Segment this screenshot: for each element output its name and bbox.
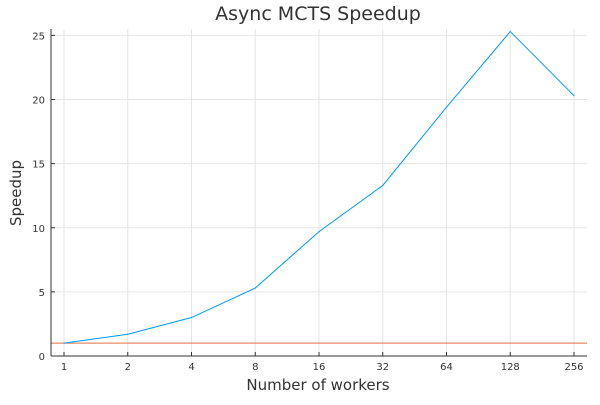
data-point <box>445 106 448 108</box>
x-tick-label: 16 <box>313 362 326 373</box>
data-point <box>573 95 575 97</box>
y-tick-label: 20 <box>32 96 45 107</box>
data-point <box>254 287 256 289</box>
x-tick-label: 1 <box>61 362 67 373</box>
data-point <box>382 184 384 187</box>
x-tick-label: 128 <box>501 362 520 373</box>
x-tick-label: 256 <box>564 362 583 373</box>
data-point <box>63 342 65 344</box>
x-tick-label: 2 <box>125 362 131 373</box>
grid <box>51 29 587 357</box>
data-point <box>127 333 129 335</box>
x-tick-label: 64 <box>440 362 453 373</box>
y-tick-label: 0 <box>39 352 45 363</box>
data-point <box>190 316 193 319</box>
y-axis-label: Speedup <box>7 160 25 226</box>
x-axis-label: Number of workers <box>246 376 389 394</box>
series-lines <box>63 30 575 344</box>
chart-title: Async MCTS Speedup <box>215 3 421 25</box>
y-tick-label: 15 <box>32 160 45 171</box>
y-tick-label: 10 <box>32 224 45 235</box>
y-tick-label: 5 <box>39 288 45 299</box>
x-tick-label: 32 <box>376 362 389 373</box>
data-point <box>509 30 511 33</box>
y-tick-label: 25 <box>32 31 45 42</box>
tick-labels: 1 2 4 8 16 32 64 128 256 0 5 10 15 20 25 <box>32 31 583 373</box>
x-tick-label: 8 <box>252 362 258 373</box>
x-tick-label: 4 <box>188 362 194 373</box>
axes <box>50 29 587 357</box>
data-point <box>318 231 320 233</box>
